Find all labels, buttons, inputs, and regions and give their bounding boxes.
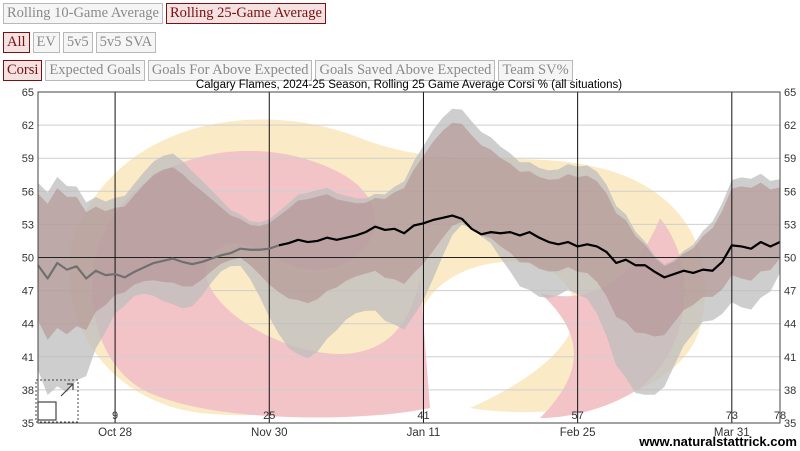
metric-gsax-button[interactable]: Goals Saved Above Expected	[315, 60, 496, 81]
zoom-icon[interactable]	[35, 379, 79, 423]
series-line-early	[37, 244, 280, 280]
y-tick-label-right: 56	[784, 186, 796, 198]
metric-team-sv-button[interactable]: Team SV%	[498, 60, 573, 81]
y-tick-label-right: 41	[784, 352, 796, 364]
watermark-text: www.naturalstattrick.com	[638, 434, 797, 449]
y-axis-right: 35 38 41 44 47 50 53 56 59 62 65	[784, 87, 796, 430]
y-tick-label-left: 56	[22, 186, 34, 198]
situation-toggle: All EV 5v5 5v5 SVA	[3, 32, 157, 53]
rolling-corsi-chart: 35 38 41 44 47 50 53 56 59 62 65 35 38 41 44 47 50 53 56 5…	[22, 79, 797, 449]
rolling-average-series	[37, 214, 781, 280]
y-tick-label-right: 62	[784, 120, 796, 132]
x-tick-game-label: 41	[417, 410, 429, 422]
x-tick-date-label: Jan 11	[407, 427, 441, 439]
y-tick-label-left: 65	[22, 87, 34, 99]
metric-toggle: Corsi Expected Goals Goals For Above Exp…	[3, 60, 573, 81]
plot-frame	[37, 91, 781, 424]
y-tick-label-left: 44	[22, 319, 34, 331]
y-tick-label-right: 59	[784, 153, 796, 165]
y-tick-label-right: 47	[784, 286, 796, 298]
range-band-dark	[38, 122, 780, 340]
y-tick-label-right: 44	[784, 319, 796, 331]
game-tick-lines	[114, 92, 733, 423]
situation-ev-button[interactable]: EV	[32, 32, 60, 53]
situation-5v5-sva-button[interactable]: 5v5 SVA	[95, 32, 157, 53]
y-tick-label-left: 62	[22, 120, 34, 132]
y-tick-label-right: 38	[784, 385, 796, 397]
x-tick-date-label: Mar 31	[714, 427, 750, 439]
y-tick-label-right: 50	[784, 253, 796, 265]
metric-gfax-button[interactable]: Goals For Above Expected	[147, 60, 313, 81]
x-tick-game-label: 25	[263, 410, 275, 422]
y-tick-label-left: 35	[22, 418, 34, 430]
x-tick-game-label: 9	[112, 410, 118, 422]
situation-5v5-button[interactable]: 5v5	[62, 32, 93, 53]
y-tick-label-left: 38	[22, 385, 34, 397]
x-tick-date-label: Feb 25	[560, 427, 596, 439]
y-axis-left: 35 38 41 44 47 50 53 56 59 62 65	[22, 87, 34, 430]
rolling-window-toggle: Rolling 10-Game Average Rolling 25-Game …	[3, 3, 326, 24]
y-tick-label-left: 50	[22, 253, 34, 265]
x-tick-date-label: Nov 30	[251, 427, 287, 439]
metric-expected-goals-button[interactable]: Expected Goals	[45, 60, 145, 81]
x-tick-game-label: 57	[572, 410, 584, 422]
series-line	[278, 214, 781, 279]
metric-corsi-button[interactable]: Corsi	[3, 60, 43, 81]
x-tick-date-label: Oct 28	[98, 427, 132, 439]
chart-title: Calgary Flames, 2024-25 Season, Rolling …	[196, 79, 622, 91]
x-tick-game-label: 73	[726, 410, 738, 422]
rolling-10-button[interactable]: Rolling 10-Game Average	[3, 3, 163, 24]
y-tick-label-right: 35	[784, 418, 796, 430]
y-tick-label-left: 59	[22, 153, 34, 165]
y-tick-label-left: 47	[22, 286, 34, 298]
situation-all-button[interactable]: All	[3, 32, 30, 53]
y-tick-label-left: 53	[22, 219, 34, 231]
y-tick-label-left: 41	[22, 352, 34, 364]
y-tick-label-right: 65	[784, 87, 796, 99]
rolling-25-button[interactable]: Rolling 25-Game Average	[165, 3, 326, 24]
y-tick-label-right: 53	[784, 219, 796, 231]
